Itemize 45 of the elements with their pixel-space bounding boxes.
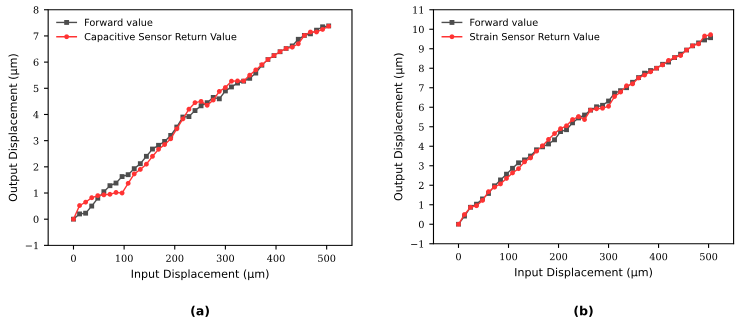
legend-label: Capacitive Sensor Return Value xyxy=(84,32,236,42)
x-tick-label: 300 xyxy=(600,252,618,260)
y-tick-label: 2 xyxy=(34,163,38,171)
y-tick-label: 9 xyxy=(418,45,424,53)
y-tick-label: 6 xyxy=(34,58,39,66)
y-tick-label: 1 xyxy=(34,189,38,197)
x-tick-label: 200 xyxy=(550,252,568,260)
y-tick-label: 8 xyxy=(418,64,424,72)
y-tick-label: 0 xyxy=(418,220,424,228)
y-tick-label: 5 xyxy=(34,84,38,92)
y-tick-label: −1 xyxy=(26,242,38,250)
legend-label: Strain Sensor Return Value xyxy=(470,32,600,40)
x-tick-label: 500 xyxy=(700,252,718,260)
legend-label: Forward value xyxy=(85,18,152,26)
y-tick-label: 2 xyxy=(418,182,424,189)
y-tick-label: 3 xyxy=(34,137,38,144)
x-tick-label: 500 xyxy=(318,254,336,262)
y-tick-label: 7 xyxy=(34,32,38,40)
legend-label: Forward value xyxy=(470,18,538,26)
y-axis-title: Output Displacement (μm) xyxy=(8,54,20,202)
y-tick-label: 8 xyxy=(34,6,38,14)
y-tick-label: 11 xyxy=(413,6,424,14)
y-tick-label: 4 xyxy=(33,110,39,118)
text: (a) xyxy=(191,306,209,317)
y-tick-label: −1 xyxy=(411,240,424,248)
x-tick-label: 300 xyxy=(216,254,234,262)
x-tick-label: 200 xyxy=(166,254,184,262)
y-tick-label: 0 xyxy=(34,216,38,224)
y-tick-label: 4 xyxy=(418,142,424,150)
x-tick-label: 0 xyxy=(71,254,76,262)
y-tick-label: 6 xyxy=(418,104,424,112)
x-tick-label: 400 xyxy=(267,254,285,262)
y-axis-title: Output Displacement (μm) xyxy=(394,53,405,200)
x-tick-label: 0 xyxy=(456,252,461,260)
y-tick-label: 10 xyxy=(413,26,424,34)
x-axis-title: Input Displacement (μm) xyxy=(515,268,652,278)
y-tick-label: 5 xyxy=(419,123,424,131)
y-tick-label: 1 xyxy=(419,201,424,208)
x-tick-label: 400 xyxy=(650,252,668,260)
y-tick-label: 3 xyxy=(419,162,424,170)
x-tick-label: 100 xyxy=(116,254,133,262)
text: (b) xyxy=(574,306,593,317)
y-tick-label: 7 xyxy=(419,84,424,92)
x-tick-label: 100 xyxy=(500,252,518,260)
x-axis-title: Input Displacement (μm) xyxy=(132,269,269,280)
